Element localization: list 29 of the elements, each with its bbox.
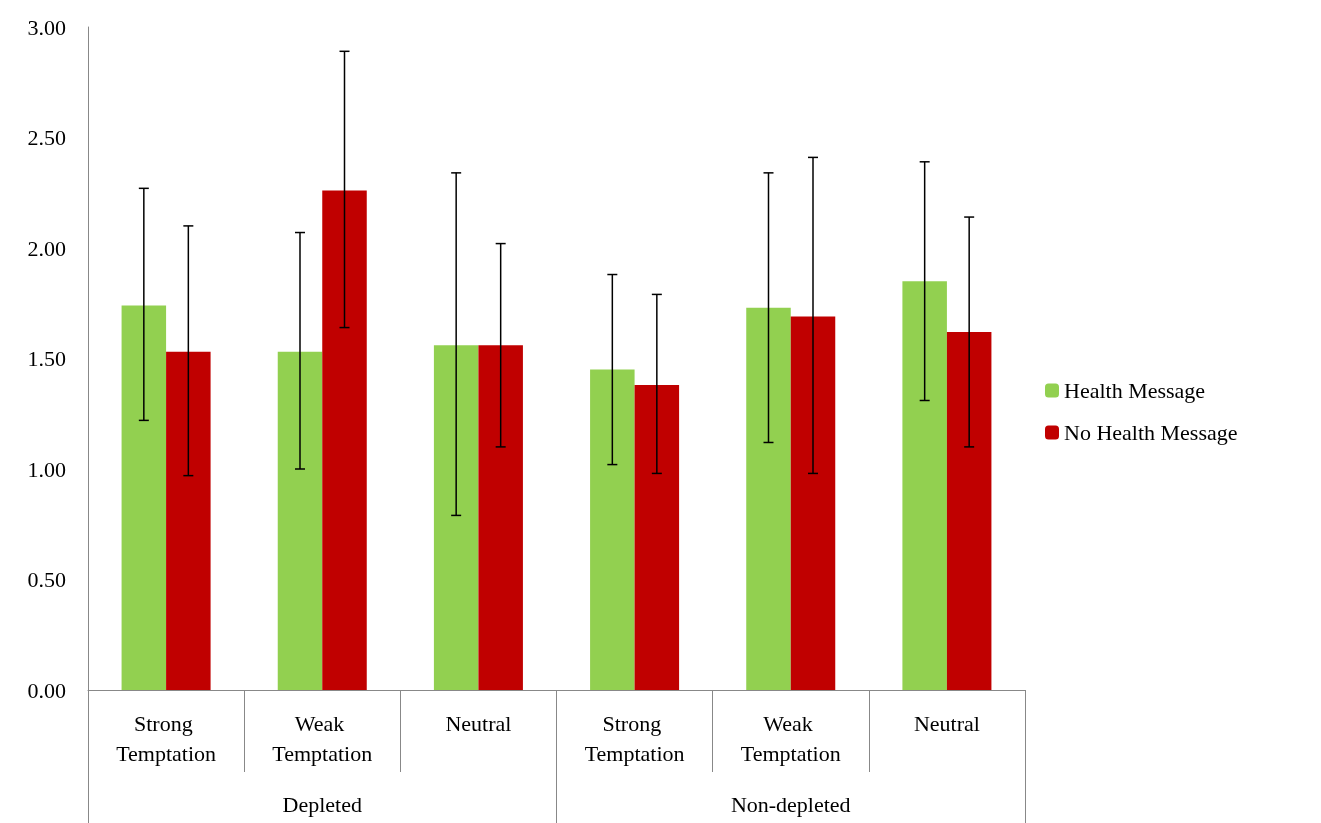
- bar: [121, 305, 167, 690]
- bar: [790, 316, 836, 690]
- bar: [166, 351, 211, 690]
- bar: [902, 281, 947, 690]
- bar: [590, 369, 635, 690]
- bar: [433, 345, 479, 690]
- y-tick-label: 1.00: [27, 456, 66, 482]
- bar: [478, 345, 523, 690]
- bar: [746, 307, 791, 690]
- x-tick-label: Strong Temptation: [584, 710, 685, 766]
- y-tick-label: 1.50: [27, 346, 66, 371]
- y-tick-label: 3.00: [27, 14, 66, 40]
- y-tick-label: 2.00: [27, 235, 66, 261]
- x-tick-label: Weak Temptation: [740, 710, 841, 766]
- y-tick-label: 2.50: [27, 125, 66, 150]
- legend-label: No Health Message: [1064, 420, 1238, 445]
- bar: [634, 385, 680, 690]
- x-tick-label: Strong Temptation: [116, 710, 217, 766]
- y-tick-label: 0.00: [27, 677, 66, 703]
- bar: [322, 190, 367, 690]
- bar: [277, 351, 323, 690]
- text: Non-depleted: [730, 791, 851, 817]
- x-tick-label: Neutral: [445, 710, 512, 736]
- text: Depleted: [282, 791, 362, 817]
- x-tick-label: Neutral: [913, 710, 980, 736]
- x-tick-label: Weak Temptation: [272, 710, 373, 766]
- legend-label: Health Message: [1064, 378, 1206, 403]
- y-tick-label: 0.50: [27, 567, 66, 592]
- bar: [946, 331, 992, 690]
